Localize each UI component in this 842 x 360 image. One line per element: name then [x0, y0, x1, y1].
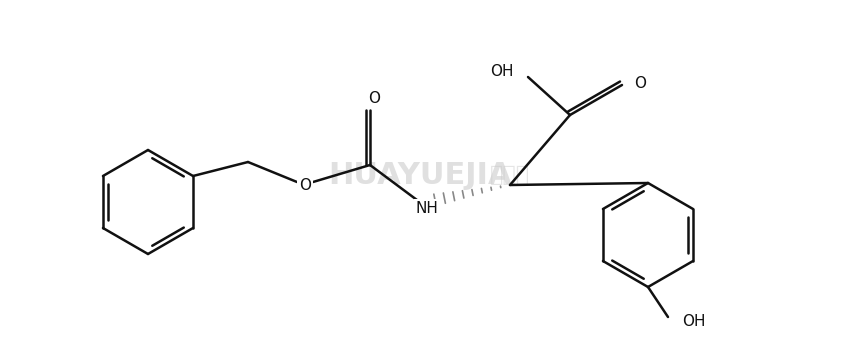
- Text: NH: NH: [416, 201, 439, 216]
- Text: OH: OH: [682, 314, 706, 328]
- Text: 化学加: 化学加: [490, 165, 530, 185]
- Text: O: O: [368, 90, 380, 105]
- Text: O: O: [299, 177, 311, 193]
- Text: O: O: [634, 76, 646, 90]
- Text: HUAYUEJIA: HUAYUEJIA: [328, 161, 512, 189]
- Text: OH: OH: [491, 63, 514, 78]
